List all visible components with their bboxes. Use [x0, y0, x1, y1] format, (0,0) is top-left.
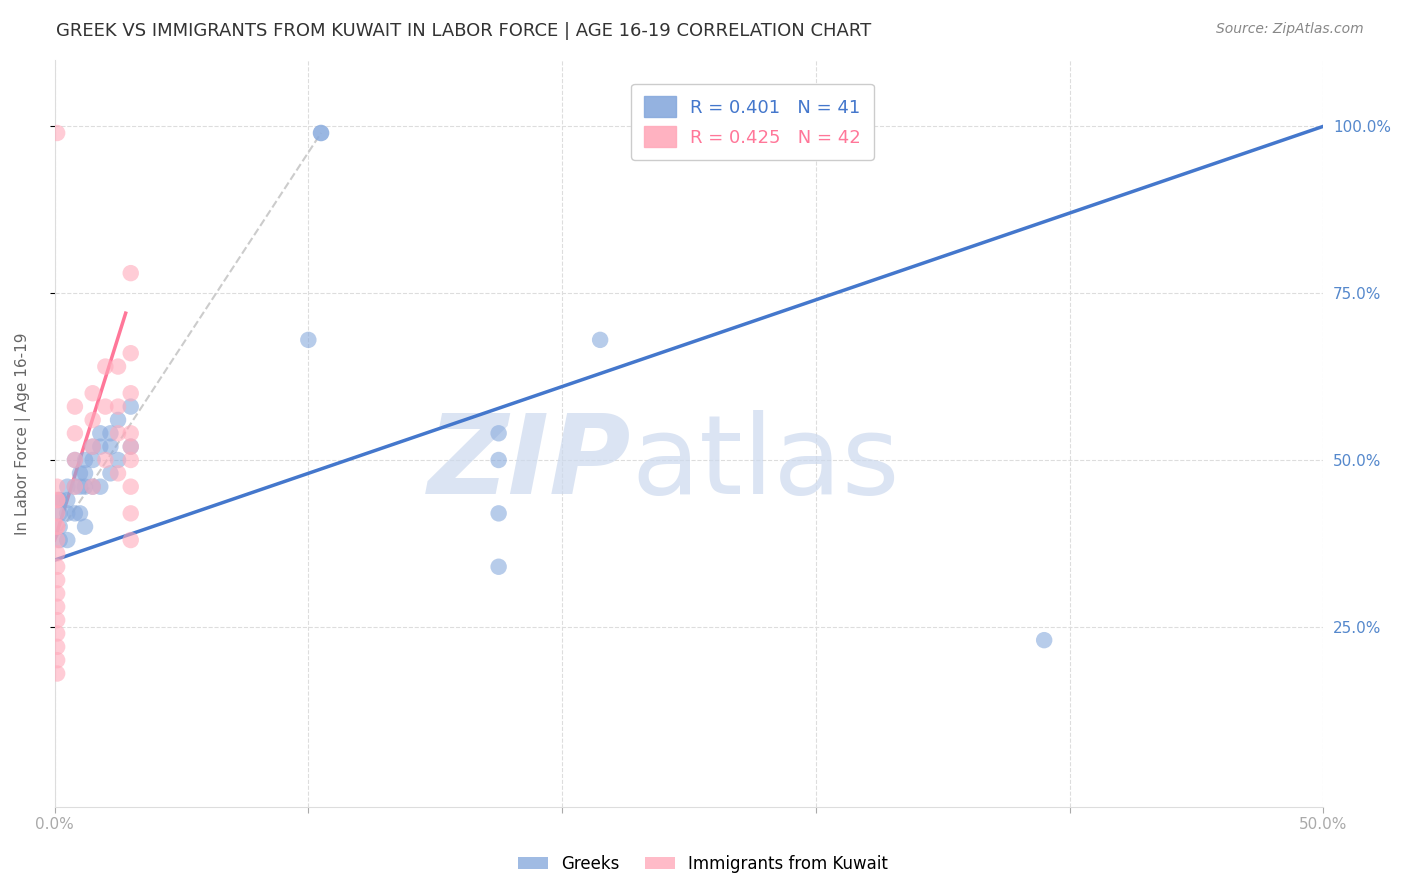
Point	[89, 480, 111, 494]
Point	[73, 467, 96, 481]
Point	[120, 266, 142, 280]
Point	[488, 453, 510, 467]
Text: atlas: atlas	[631, 409, 900, 516]
Point	[46, 493, 69, 508]
Point	[46, 586, 69, 600]
Point	[120, 426, 142, 441]
Point	[94, 359, 117, 374]
Text: Source: ZipAtlas.com: Source: ZipAtlas.com	[1216, 22, 1364, 37]
Point	[63, 480, 86, 494]
Point	[107, 359, 129, 374]
Point	[309, 126, 332, 140]
Point	[73, 480, 96, 494]
Point	[46, 519, 69, 533]
Point	[46, 507, 69, 521]
Point	[82, 413, 104, 427]
Point	[82, 440, 104, 454]
Point	[63, 480, 86, 494]
Point	[69, 507, 91, 521]
Point	[120, 507, 142, 521]
Point	[56, 533, 79, 547]
Text: ZIP: ZIP	[429, 409, 631, 516]
Y-axis label: In Labor Force | Age 16-19: In Labor Force | Age 16-19	[15, 332, 31, 534]
Point	[46, 559, 69, 574]
Point	[63, 453, 86, 467]
Point	[46, 546, 69, 560]
Point	[120, 440, 142, 454]
Point	[48, 493, 70, 508]
Point	[69, 480, 91, 494]
Point	[73, 453, 96, 467]
Point	[100, 440, 122, 454]
Point	[120, 400, 142, 414]
Legend: Greeks, Immigrants from Kuwait: Greeks, Immigrants from Kuwait	[512, 848, 894, 880]
Point	[46, 573, 69, 587]
Point	[82, 480, 104, 494]
Point	[89, 426, 111, 441]
Point	[488, 559, 510, 574]
Point	[100, 426, 122, 441]
Point	[120, 480, 142, 494]
Point	[297, 333, 319, 347]
Point	[63, 400, 86, 414]
Point	[46, 493, 69, 508]
Point	[73, 519, 96, 533]
Point	[107, 400, 129, 414]
Point	[82, 386, 104, 401]
Point	[107, 413, 129, 427]
Point	[56, 507, 79, 521]
Point	[56, 480, 79, 494]
Point	[488, 507, 510, 521]
Point	[46, 480, 69, 494]
Point	[63, 453, 86, 467]
Point	[120, 533, 142, 547]
Point	[46, 126, 69, 140]
Point	[46, 533, 69, 547]
Point	[48, 493, 70, 508]
Point	[48, 519, 70, 533]
Point	[48, 507, 70, 521]
Point	[82, 480, 104, 494]
Point	[82, 440, 104, 454]
Point	[46, 613, 69, 627]
Point	[120, 386, 142, 401]
Point	[69, 467, 91, 481]
Point	[63, 507, 86, 521]
Point	[46, 640, 69, 654]
Point	[107, 467, 129, 481]
Point	[120, 440, 142, 454]
Point	[488, 426, 510, 441]
Point	[46, 653, 69, 667]
Point	[120, 346, 142, 360]
Point	[107, 453, 129, 467]
Point	[89, 440, 111, 454]
Text: GREEK VS IMMIGRANTS FROM KUWAIT IN LABOR FORCE | AGE 16-19 CORRELATION CHART: GREEK VS IMMIGRANTS FROM KUWAIT IN LABOR…	[56, 22, 872, 40]
Point	[309, 126, 332, 140]
Point	[48, 533, 70, 547]
Point	[107, 426, 129, 441]
Point	[589, 333, 612, 347]
Point	[46, 519, 69, 533]
Point	[94, 400, 117, 414]
Point	[46, 666, 69, 681]
Legend: R = 0.401   N = 41, R = 0.425   N = 42: R = 0.401 N = 41, R = 0.425 N = 42	[631, 84, 875, 160]
Point	[56, 493, 79, 508]
Point	[63, 426, 86, 441]
Point	[82, 453, 104, 467]
Point	[100, 467, 122, 481]
Point	[94, 453, 117, 467]
Point	[46, 626, 69, 640]
Point	[1033, 633, 1056, 648]
Point	[120, 453, 142, 467]
Point	[46, 599, 69, 614]
